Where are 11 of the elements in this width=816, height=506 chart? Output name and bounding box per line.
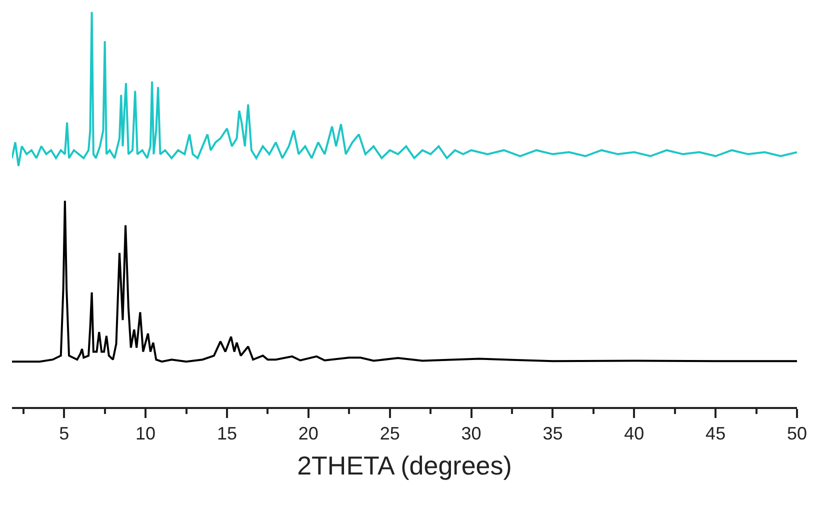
x-tick-label: 25 — [380, 423, 400, 444]
x-tick-label: 5 — [59, 423, 70, 444]
x-tick-label: 10 — [136, 423, 156, 444]
x-tick-label: 50 — [786, 423, 808, 444]
x-tick-label: 45 — [706, 423, 726, 444]
x-tick-label: 20 — [298, 423, 318, 444]
x-tick-label: 40 — [624, 423, 644, 444]
x-axis-title: 2THETA (degrees) — [297, 450, 512, 481]
x-tick-label: 30 — [461, 423, 482, 444]
x-tick-label: 35 — [542, 423, 563, 444]
x-tick-label: 15 — [216, 423, 237, 444]
